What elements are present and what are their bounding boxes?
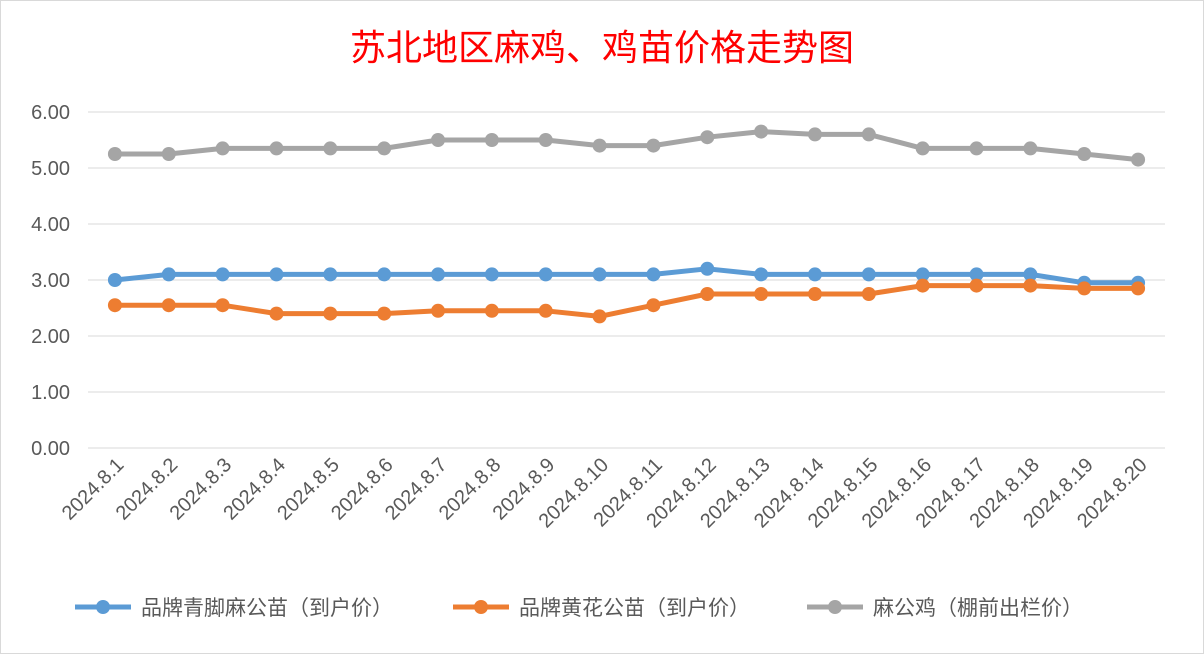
data-point <box>592 309 607 324</box>
data-point <box>269 267 284 282</box>
x-axis-tick-labels: 2024.8.12024.8.22024.8.32024.8.42024.8.5… <box>58 454 1152 532</box>
legend-item: 品牌青脚麻公苗（到户价） <box>75 596 393 620</box>
series-line <box>112 129 1141 163</box>
data-point <box>538 267 553 282</box>
data-point <box>754 287 769 301</box>
data-point <box>807 127 822 142</box>
data-point <box>431 303 446 318</box>
data-point <box>538 303 553 318</box>
data-point <box>484 133 499 147</box>
data-point <box>807 287 822 301</box>
data-point <box>1023 278 1038 293</box>
data-point <box>1023 141 1038 156</box>
data-point <box>269 141 284 156</box>
series-lines <box>107 124 1146 324</box>
data-point <box>161 298 176 313</box>
data-point <box>700 287 715 301</box>
data-point <box>1077 281 1092 296</box>
data-point <box>323 267 338 282</box>
series-2 <box>107 278 1146 324</box>
data-point <box>107 273 122 287</box>
data-point <box>969 141 984 156</box>
data-point <box>1077 147 1092 161</box>
data-point <box>377 267 392 282</box>
series-1 <box>107 261 1146 290</box>
data-point <box>107 147 122 161</box>
data-point <box>215 298 230 313</box>
legend-swatch-marker <box>96 600 110 614</box>
data-point <box>1131 281 1146 296</box>
data-point <box>431 267 446 282</box>
data-point <box>592 267 607 282</box>
data-point <box>861 127 876 142</box>
data-point <box>915 278 930 293</box>
data-point <box>646 267 661 282</box>
data-point <box>161 147 176 161</box>
series-line <box>112 266 1141 286</box>
y-tick-label: 5.00 <box>31 158 70 180</box>
data-point <box>215 267 230 282</box>
legend-swatch-marker <box>828 600 842 614</box>
data-point <box>538 133 553 147</box>
data-point <box>107 298 122 313</box>
data-point <box>646 138 661 153</box>
y-tick-label: 6.00 <box>31 102 70 124</box>
legend-item: 麻公鸡（棚前出栏价） <box>807 596 1083 620</box>
data-point <box>161 267 176 282</box>
data-point <box>484 303 499 318</box>
gridlines <box>88 111 1165 449</box>
data-point <box>754 267 769 282</box>
data-point <box>915 267 930 282</box>
data-point <box>1131 152 1146 167</box>
legend-label: 品牌黄花公苗（到户价） <box>519 596 750 620</box>
data-point <box>377 306 392 321</box>
y-tick-label: 2.00 <box>31 326 70 348</box>
series-line <box>112 283 1141 319</box>
data-point <box>323 306 338 321</box>
data-point <box>269 306 284 321</box>
data-point <box>754 124 769 139</box>
data-point <box>377 141 392 156</box>
data-point <box>915 141 930 156</box>
data-point <box>700 261 715 276</box>
legend: 品牌青脚麻公苗（到户价） 品牌黄花公苗（到户价） 麻公鸡（棚前出栏价） <box>75 596 1083 620</box>
data-point <box>323 141 338 156</box>
y-tick-label: 3.00 <box>31 270 70 292</box>
legend-label: 麻公鸡（棚前出栏价） <box>873 596 1083 620</box>
legend-label: 品牌青脚麻公苗（到户价） <box>141 596 393 620</box>
data-point <box>1023 267 1038 282</box>
data-point <box>215 141 230 156</box>
data-point <box>969 278 984 293</box>
legend-swatch-marker <box>474 600 488 614</box>
series-3 <box>107 124 1146 167</box>
y-tick-label: 4.00 <box>31 214 70 236</box>
data-point <box>807 267 822 282</box>
legend-item: 品牌黄花公苗（到户价） <box>453 596 750 620</box>
y-tick-label: 0.00 <box>31 438 70 460</box>
data-point <box>431 133 446 147</box>
chart-title: 苏北地区麻鸡、鸡苗价格走势图 <box>350 28 854 69</box>
data-point <box>484 267 499 282</box>
data-point <box>861 287 876 301</box>
data-point <box>592 138 607 153</box>
y-tick-label: 1.00 <box>31 382 70 404</box>
data-point <box>969 267 984 282</box>
data-point <box>700 130 715 145</box>
y-axis-tick-labels: 0.00 1.00 2.00 3.00 4.00 5.00 6.00 <box>31 102 70 460</box>
data-point <box>861 267 876 282</box>
data-point <box>646 298 661 313</box>
